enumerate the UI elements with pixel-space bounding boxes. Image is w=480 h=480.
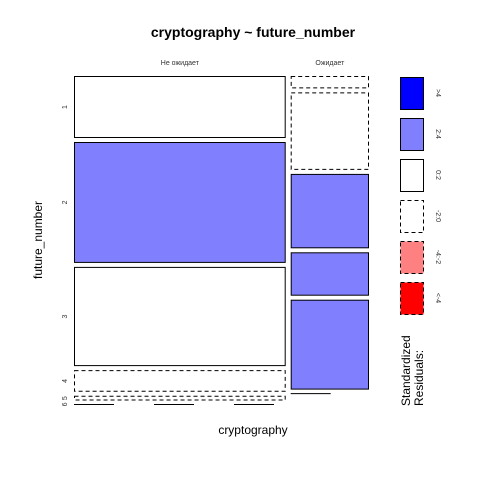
y-axis-title: future_number bbox=[31, 201, 45, 279]
legend-swatch bbox=[401, 119, 424, 151]
mosaic-cell bbox=[75, 396, 286, 400]
legend-swatch bbox=[401, 242, 424, 274]
y-tick-label: 5 bbox=[62, 396, 69, 400]
legend-label: >4 bbox=[434, 89, 441, 97]
legend-label: -4:-2 bbox=[434, 250, 441, 265]
y-tick-label: 4 bbox=[62, 379, 69, 383]
chart-title: cryptography ~ future_number bbox=[151, 24, 356, 40]
y-tick-label: 2 bbox=[62, 200, 69, 204]
x-tick-labels: Не ожидает Ожидает bbox=[161, 60, 345, 67]
mosaic-cell bbox=[291, 253, 368, 295]
legend-label: 2:4 bbox=[434, 129, 441, 139]
legend-swatch bbox=[401, 78, 424, 110]
legend-swatch bbox=[401, 201, 424, 233]
legend-swatch bbox=[401, 160, 424, 192]
mosaic-cell bbox=[291, 174, 368, 247]
mosaic-cell bbox=[75, 77, 286, 138]
legend-label: 0:2 bbox=[434, 170, 441, 180]
x-axis-title: cryptography bbox=[218, 423, 287, 437]
x-tick-label: Ожидает bbox=[315, 60, 345, 67]
residual-legend: >4 2:4 0:2 -2:0 -4:-2 <-4 Standardized Residual… bbox=[399, 78, 441, 407]
legend-title: Residuals: bbox=[412, 350, 426, 406]
mosaic-cell bbox=[75, 143, 286, 263]
legend-label: -2:0 bbox=[434, 210, 441, 222]
x-tick-label: Не ожидает bbox=[161, 60, 200, 67]
legend-label: <-4 bbox=[434, 293, 441, 303]
mosaic-cell bbox=[291, 300, 368, 389]
legend-title: Standardized bbox=[399, 335, 413, 406]
mosaic-cell bbox=[75, 371, 286, 392]
y-tick-label: 1 bbox=[62, 105, 69, 109]
legend-swatch bbox=[401, 283, 424, 315]
mosaic-cell bbox=[75, 267, 286, 365]
y-tick-labels: 1 2 3 4 5 6 bbox=[62, 105, 69, 406]
y-tick-label: 6 bbox=[62, 402, 69, 406]
y-tick-label: 3 bbox=[62, 314, 69, 318]
mosaic-cell bbox=[291, 77, 368, 88]
mosaic-cells bbox=[74, 77, 369, 405]
mosaic-cell bbox=[291, 93, 368, 169]
